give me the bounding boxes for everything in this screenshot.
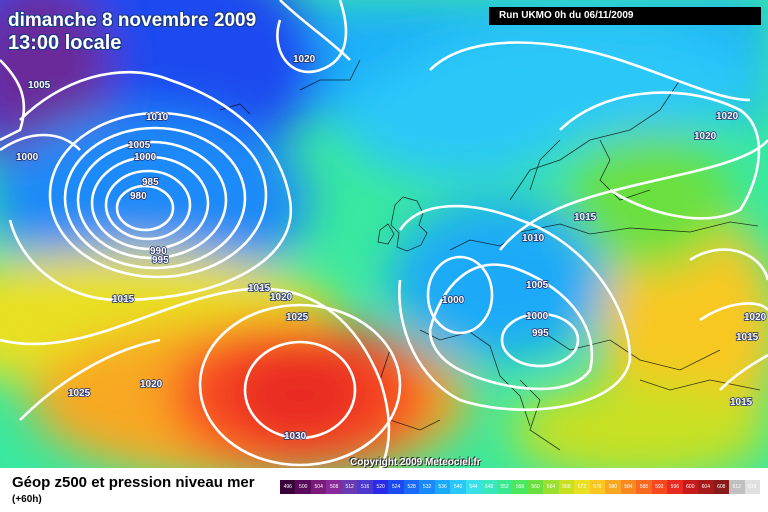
isobar-label: 1000 <box>134 152 157 163</box>
isobar-label: 1025 <box>68 388 91 399</box>
isobar-label: 1015 <box>248 283 271 294</box>
isobar-label: 1020 <box>694 131 717 142</box>
isobar-label: 1025 <box>286 312 309 323</box>
isobar-label: 995 <box>152 255 169 266</box>
scale-swatch: 608 <box>713 480 730 494</box>
scale-swatch: 496 <box>280 480 296 494</box>
weather-map: 1005 1000 1010 1005 1000 985 980 990 995… <box>0 0 768 468</box>
color-scale: 496 500 504 508 512 516 520 524 528 532 536 540 544 5… <box>280 480 761 494</box>
isobar-label: 1005 <box>526 280 549 291</box>
legend-footer: Géop z500 et pression niveau mer (+60h) … <box>0 468 768 512</box>
scale-swatch: 552 <box>496 480 513 494</box>
scale-swatch: 568 <box>558 480 575 494</box>
isobar-label: 1000 <box>526 311 549 322</box>
forecast-date: dimanche 8 novembre 2009 <box>8 10 257 31</box>
isobar-label: 1010 <box>522 233 545 244</box>
isobar-label: 1020 <box>716 111 739 122</box>
isobar-label: 990 <box>150 246 167 257</box>
isobar-label: 1000 <box>442 295 465 306</box>
scale-swatch: 504 <box>310 480 327 494</box>
scale-swatch: 540 <box>450 480 466 494</box>
isobar-label: 1020 <box>140 379 163 390</box>
isobar-label: 1020 <box>270 292 293 303</box>
scale-swatch: 544 <box>465 480 482 494</box>
legend-title: Géop z500 et pression niveau mer <box>12 474 255 491</box>
isobar-label: 1015 <box>574 212 597 223</box>
isobar-label: 980 <box>130 191 147 202</box>
isobar-label: 1015 <box>736 332 759 343</box>
isobar-label: 995 <box>532 328 549 339</box>
scale-swatch: 600 <box>682 480 699 494</box>
forecast-offset: (+60h) <box>12 494 42 505</box>
isobar-label: 1010 <box>146 112 169 123</box>
scale-swatch: 564 <box>543 480 559 494</box>
copyright: Copyright 2009 Meteociel.fr <box>350 457 481 468</box>
scale-swatch: 532 <box>419 480 435 494</box>
isobar-label: 1005 <box>128 140 151 151</box>
scale-swatch: 520 <box>372 480 389 494</box>
forecast-time: 13:00 locale <box>8 32 122 54</box>
isobar-label: 1000 <box>16 152 39 163</box>
isobar-label: 1020 <box>744 312 767 323</box>
isobars <box>0 0 768 468</box>
isobar-label: 1030 <box>284 431 307 442</box>
scale-swatch: 616 <box>744 480 761 494</box>
scale-swatch: 604 <box>698 480 714 494</box>
scale-swatch: 588 <box>636 480 652 494</box>
scale-swatch: 512 <box>341 480 358 494</box>
scale-swatch: 536 <box>434 480 451 494</box>
scale-swatch: 524 <box>388 480 404 494</box>
scale-swatch: 580 <box>605 480 621 494</box>
isobar-label: 1015 <box>112 294 135 305</box>
isobar-label: 1020 <box>293 54 316 65</box>
coastlines <box>219 59 761 451</box>
scale-swatch: 596 <box>667 480 683 494</box>
scale-swatch: 528 <box>403 480 420 494</box>
scale-swatch: 516 <box>357 480 373 494</box>
isobar-label: 1005 <box>28 80 51 91</box>
scale-swatch: 572 <box>574 480 590 494</box>
scale-swatch: 576 <box>589 480 606 494</box>
scale-swatch: 500 <box>295 480 311 494</box>
isobar-labels: 1005 1000 1010 1005 1000 985 980 990 995… <box>15 53 767 443</box>
scale-swatch: 584 <box>620 480 637 494</box>
isobar-label: 1015 <box>730 397 753 408</box>
scale-swatch: 592 <box>651 480 668 494</box>
scale-swatch: 548 <box>481 480 497 494</box>
scale-swatch: 560 <box>527 480 544 494</box>
scale-swatch: 508 <box>326 480 342 494</box>
isobar-label: 985 <box>142 177 159 188</box>
run-info: Run UKMO 0h du 06/11/2009 <box>489 7 761 25</box>
scale-swatch: 556 <box>512 480 528 494</box>
scale-swatch: 612 <box>729 480 745 494</box>
